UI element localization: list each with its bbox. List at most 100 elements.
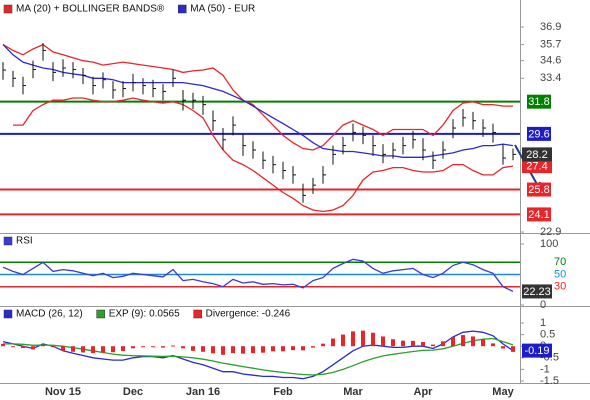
histogram-bar	[241, 346, 245, 354]
band-lower	[13, 97, 514, 213]
level-label: 31.8	[528, 96, 549, 108]
histogram-bar	[91, 346, 95, 354]
histogram-bar	[471, 336, 475, 347]
histogram-bar	[11, 346, 15, 348]
y-tick-label: 22.9	[540, 226, 561, 238]
histogram-bar	[151, 346, 155, 348]
legend-label: MACD (26, 12)	[16, 309, 83, 320]
histogram-bar	[261, 346, 265, 353]
histogram-bar	[361, 330, 365, 347]
histogram-bar	[461, 335, 465, 347]
legend-swatch	[193, 309, 202, 319]
y-tick-label: 100	[540, 238, 558, 250]
y-tick-label: 36.9	[540, 21, 561, 33]
value-box-label: -0.19	[524, 345, 549, 357]
histogram-bar	[501, 346, 505, 349]
y-tick-label: 34.6	[540, 55, 561, 67]
histogram-bar	[81, 346, 85, 353]
y-tick-label: -1	[540, 363, 550, 375]
y-tick-label: 35.7	[540, 38, 561, 50]
histogram-bar	[1, 343, 5, 347]
y-tick-label: 0.5	[540, 329, 555, 341]
level-label: 70	[554, 256, 566, 268]
histogram-bar	[141, 346, 145, 348]
histogram-bar	[331, 338, 335, 347]
histogram-bar	[321, 343, 325, 347]
histogram-bar	[291, 346, 295, 351]
histogram-bar	[281, 346, 285, 352]
histogram-bar	[391, 339, 395, 347]
histogram-bar	[201, 346, 205, 352]
series-line	[3, 337, 514, 376]
value-box	[522, 159, 552, 174]
legend-swatch	[3, 4, 13, 14]
histogram-bar	[181, 346, 185, 349]
histogram-bar	[111, 346, 115, 353]
histogram-bar	[31, 346, 35, 350]
histogram-bar	[161, 346, 165, 348]
legend-label: Divergence: -0.246	[206, 309, 291, 320]
histogram-bar	[511, 346, 515, 352]
histogram-bar	[251, 346, 255, 354]
level-label: 29.6	[528, 128, 549, 140]
level-box	[527, 207, 551, 222]
y-tick-label: 1	[540, 317, 546, 329]
histogram-bar	[451, 336, 455, 347]
legend-swatch	[3, 236, 13, 246]
legend-label: MA (50) - EUR	[190, 4, 255, 15]
x-tick-label: Mar	[343, 386, 363, 398]
x-tick-label: Jan 16	[186, 386, 220, 398]
level-box	[527, 182, 551, 197]
legend-swatch	[3, 309, 13, 319]
histogram-bar	[221, 346, 225, 355]
level-label: 25.8	[528, 184, 549, 196]
series-line	[2, 258, 514, 292]
histogram-bar	[21, 346, 25, 349]
histogram-bar	[411, 340, 415, 347]
x-tick-label: Feb	[273, 386, 293, 398]
legend-label: EXP (9): 0.0565	[109, 309, 180, 320]
level-box	[527, 126, 551, 141]
histogram-bar	[421, 342, 425, 347]
x-tick-label: Nov 15	[45, 386, 81, 398]
legend-label: RSI	[16, 236, 33, 247]
histogram-bar	[371, 332, 375, 347]
y-tick-label: -1.5	[540, 375, 559, 387]
x-tick-label: Dec	[123, 386, 143, 398]
histogram-bar	[171, 345, 175, 347]
level-box	[527, 94, 551, 109]
x-tick-label: Apr	[414, 386, 434, 398]
histogram-bar	[41, 345, 45, 347]
histogram-bar	[341, 334, 345, 347]
histogram-bar	[131, 346, 135, 349]
value-box	[522, 284, 552, 299]
histogram-bar	[71, 346, 75, 352]
histogram-bar	[51, 346, 55, 348]
series-line	[2, 330, 514, 380]
level-label: 30	[554, 281, 566, 293]
histogram-bar	[121, 346, 125, 352]
histogram-bar	[381, 336, 385, 347]
level-label: 24.1	[528, 209, 549, 221]
level-label: 50	[554, 268, 566, 280]
histogram-bar	[61, 346, 65, 351]
y-tick-label: 0	[540, 299, 546, 311]
legend-swatch	[178, 4, 187, 14]
histogram-bar	[271, 346, 275, 352]
legend-swatch	[96, 309, 105, 319]
histogram-bar	[441, 341, 445, 347]
y-tick-label: 33.4	[540, 72, 561, 84]
histogram-bar	[481, 339, 485, 347]
legend-label: MA (20) + BOLLINGER BANDS®	[16, 4, 165, 15]
histogram-bar	[231, 346, 235, 354]
histogram-bar	[431, 344, 435, 347]
value-box	[522, 343, 552, 358]
value-box-label: 28.2	[526, 149, 547, 161]
value-box-label: 27.4	[526, 161, 547, 173]
histogram-bar	[211, 346, 215, 354]
value-box	[522, 147, 552, 162]
histogram-bar	[491, 343, 495, 347]
histogram-bar	[101, 346, 105, 353]
histogram-bar	[401, 340, 405, 347]
value-box-label: 22.23	[523, 286, 551, 298]
